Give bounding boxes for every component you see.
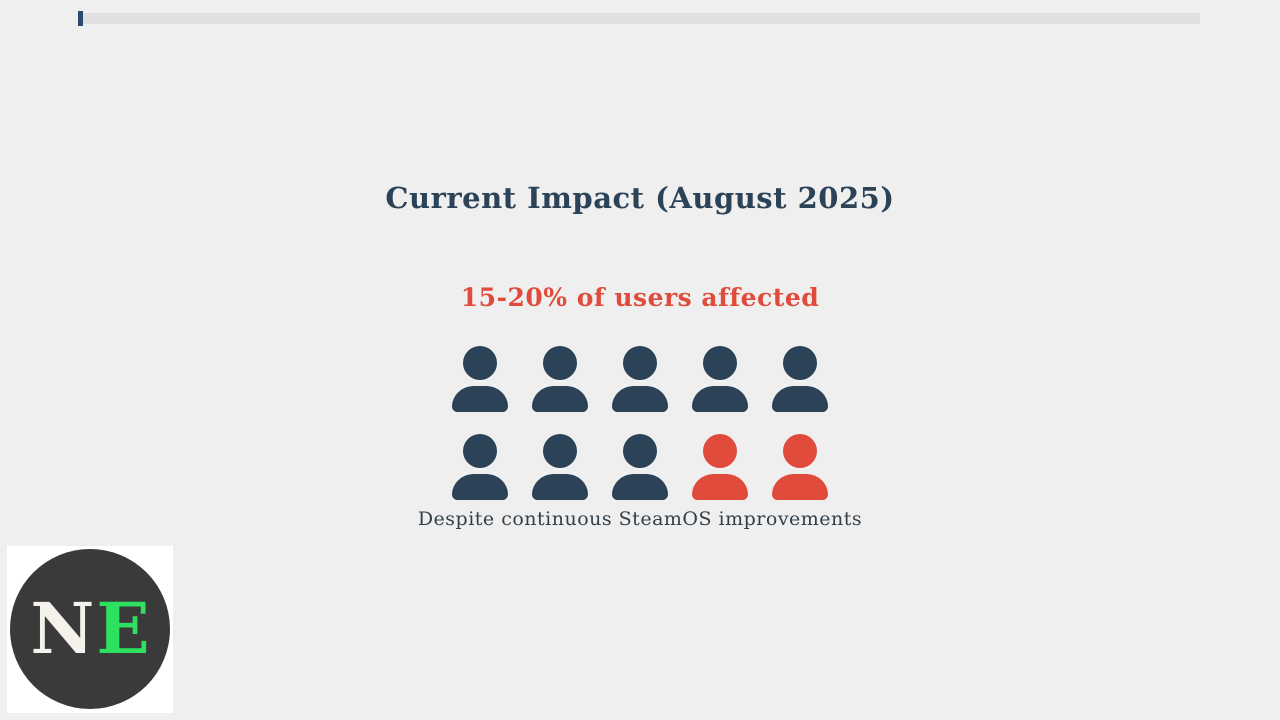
pictogram-grid	[0, 346, 1280, 500]
person-icon-normal	[772, 346, 828, 412]
person-icon-normal	[532, 346, 588, 412]
person-torso	[692, 474, 748, 500]
slide-progress-bar[interactable]	[78, 11, 1200, 26]
person-icon-normal	[452, 346, 508, 412]
person-head	[543, 346, 577, 380]
person-icon-affected	[692, 434, 748, 500]
person-head	[463, 434, 497, 468]
person-torso	[772, 386, 828, 412]
person-torso	[612, 386, 668, 412]
person-torso	[612, 474, 668, 500]
person-head	[703, 434, 737, 468]
logo-circle: N E	[10, 549, 170, 709]
person-head	[623, 434, 657, 468]
caption-text: Despite continuous SteamOS improvements	[417, 508, 863, 530]
logo-letter-e: E	[96, 587, 150, 670]
person-head	[783, 346, 817, 380]
subtitle-stat: 15-20% of users affected	[460, 283, 820, 312]
pictogram-row	[452, 346, 828, 412]
person-head	[783, 434, 817, 468]
person-torso	[452, 474, 508, 500]
slide-progress-fill	[78, 11, 83, 26]
person-icon-normal	[612, 346, 668, 412]
person-head	[703, 346, 737, 380]
person-torso	[532, 386, 588, 412]
person-head	[543, 434, 577, 468]
person-icon-affected	[772, 434, 828, 500]
person-torso	[532, 474, 588, 500]
channel-logo: N E	[7, 546, 173, 713]
person-icon-normal	[612, 434, 668, 500]
person-icon-normal	[452, 434, 508, 500]
page-title: Current Impact (August 2025)	[385, 181, 895, 215]
person-torso	[772, 474, 828, 500]
person-head	[623, 346, 657, 380]
logo-letter-n: N	[30, 587, 95, 670]
person-torso	[692, 386, 748, 412]
person-torso	[452, 386, 508, 412]
person-icon-normal	[532, 434, 588, 500]
person-head	[463, 346, 497, 380]
person-icon-normal	[692, 346, 748, 412]
pictogram-row	[452, 434, 828, 500]
